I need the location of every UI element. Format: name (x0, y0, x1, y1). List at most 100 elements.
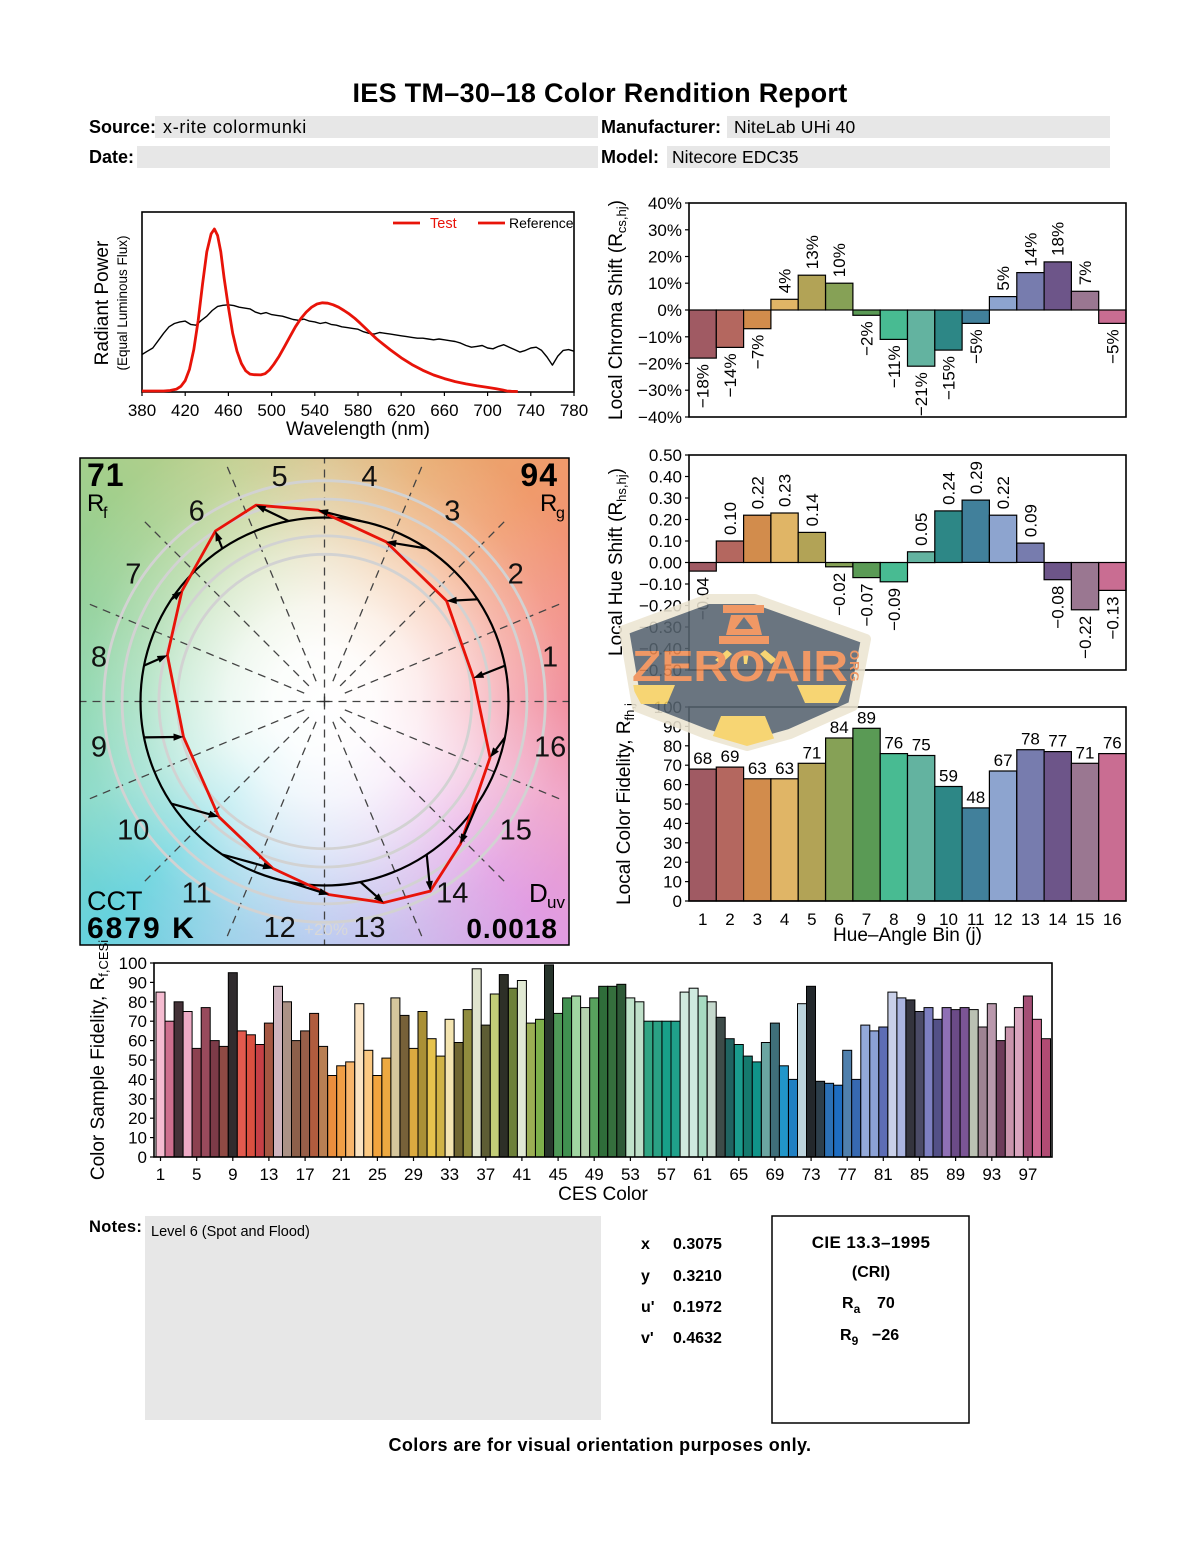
svg-text:84: 84 (830, 718, 849, 737)
svg-text:30: 30 (128, 1090, 147, 1109)
svg-text:0.50: 0.50 (649, 446, 682, 465)
svg-text:Local Chroma Shift (Rcs,hj): Local Chroma Shift (Rcs,hj) (606, 200, 629, 420)
svg-text:IES TM–30–18 Color Rendition R: IES TM–30–18 Color Rendition Report (352, 78, 847, 108)
svg-text:89: 89 (857, 708, 876, 727)
svg-text:660: 660 (430, 401, 458, 420)
svg-text:−30%: −30% (638, 381, 682, 400)
svg-text:7%: 7% (1076, 261, 1095, 286)
svg-text:76: 76 (884, 734, 903, 753)
svg-text:0.3210: 0.3210 (673, 1268, 722, 1285)
svg-text:0.4632: 0.4632 (673, 1330, 722, 1347)
svg-text:0.09: 0.09 (1021, 504, 1040, 537)
svg-text:v': v' (641, 1330, 654, 1347)
svg-text:x-rite colormunki: x-rite colormunki (163, 117, 307, 137)
svg-text:53: 53 (621, 1165, 640, 1184)
svg-text:71: 71 (87, 457, 125, 493)
svg-text:90: 90 (128, 973, 147, 992)
svg-text:0.3075: 0.3075 (673, 1236, 722, 1253)
svg-text:uv: uv (547, 893, 565, 912)
svg-text:0.10: 0.10 (721, 502, 740, 535)
svg-text:59: 59 (939, 767, 958, 786)
svg-text:63: 63 (748, 759, 767, 778)
svg-text:4%: 4% (776, 269, 795, 294)
svg-text:17: 17 (296, 1165, 315, 1184)
svg-text:45: 45 (549, 1165, 568, 1184)
svg-text:−26: −26 (872, 1327, 899, 1344)
svg-text:50: 50 (663, 795, 682, 814)
svg-text:740: 740 (517, 401, 545, 420)
svg-text:0%: 0% (657, 301, 682, 320)
svg-text:−5%: −5% (967, 329, 986, 364)
svg-text:71: 71 (802, 743, 821, 762)
svg-text:7: 7 (862, 910, 871, 929)
svg-text:67: 67 (994, 751, 1013, 770)
svg-text:97: 97 (1018, 1165, 1037, 1184)
svg-text:71: 71 (1076, 743, 1095, 762)
svg-text:77: 77 (1048, 732, 1067, 751)
svg-text:61: 61 (693, 1165, 712, 1184)
svg-text:0.10: 0.10 (649, 532, 682, 551)
svg-text:8: 8 (889, 910, 898, 929)
svg-text:−0.02: −0.02 (830, 573, 849, 616)
svg-text:10%: 10% (648, 274, 682, 293)
svg-text:(CRI): (CRI) (852, 1264, 890, 1281)
svg-text:−5%: −5% (1103, 329, 1122, 364)
svg-text:380: 380 (128, 401, 156, 420)
svg-text:0.22: 0.22 (748, 476, 767, 509)
svg-text:D: D (529, 878, 548, 908)
svg-text:−2%: −2% (858, 321, 877, 356)
svg-text:49: 49 (585, 1165, 604, 1184)
svg-text:−14%: −14% (721, 353, 740, 397)
svg-text:Radiant Power: Radiant Power (92, 240, 113, 365)
svg-text:g: g (556, 505, 565, 522)
svg-text:700: 700 (473, 401, 501, 420)
svg-text:ORG: ORG (847, 650, 862, 683)
svg-text:13%: 13% (803, 235, 822, 269)
svg-text:580: 580 (344, 401, 372, 420)
svg-text:30%: 30% (648, 221, 682, 240)
svg-text:Level 6 (Spot and Flood): Level 6 (Spot and Flood) (151, 1224, 310, 1240)
svg-text:57: 57 (657, 1165, 676, 1184)
svg-text:Date:: Date: (89, 147, 134, 167)
svg-text:20%: 20% (648, 248, 682, 267)
svg-text:+20%: +20% (304, 920, 348, 939)
svg-text:13: 13 (1021, 910, 1040, 929)
svg-text:f: f (103, 505, 108, 522)
svg-text:100: 100 (119, 954, 147, 973)
svg-text:540: 540 (301, 401, 329, 420)
svg-text:Model:: Model: (601, 147, 659, 167)
svg-text:−21%: −21% (912, 372, 931, 416)
svg-text:9: 9 (91, 731, 107, 763)
svg-text:0.30: 0.30 (649, 489, 682, 508)
svg-text:80: 80 (663, 737, 682, 756)
svg-text:7: 7 (125, 559, 141, 591)
svg-text:2: 2 (725, 910, 734, 929)
svg-text:Local Hue Shift (Rhs,hj): Local Hue Shift (Rhs,hj) (606, 468, 629, 656)
svg-text:0.00: 0.00 (649, 554, 682, 573)
svg-text:u': u' (641, 1299, 655, 1316)
svg-text:11: 11 (967, 910, 985, 929)
svg-text:Hue–Angle Bin (j): Hue–Angle Bin (j) (833, 925, 982, 946)
svg-text:6: 6 (189, 495, 205, 527)
svg-text:78: 78 (1021, 730, 1040, 749)
svg-text:0.14: 0.14 (803, 493, 822, 526)
svg-text:33: 33 (440, 1165, 459, 1184)
svg-text:−11%: −11% (885, 345, 904, 388)
svg-text:ZEROAIR: ZEROAIR (632, 642, 848, 691)
svg-text:0.22: 0.22 (994, 476, 1013, 509)
svg-text:20: 20 (128, 1109, 147, 1128)
svg-text:−20%: −20% (638, 355, 682, 374)
svg-text:0.0018: 0.0018 (466, 913, 558, 944)
svg-text:780: 780 (560, 401, 588, 420)
svg-text:6: 6 (834, 910, 843, 929)
svg-text:10: 10 (128, 1129, 147, 1148)
svg-text:37: 37 (476, 1165, 495, 1184)
svg-text:CIE 13.3–1995: CIE 13.3–1995 (812, 1233, 931, 1252)
svg-text:x: x (641, 1236, 650, 1253)
svg-text:81: 81 (874, 1165, 893, 1184)
svg-text:−7%: −7% (748, 335, 767, 370)
svg-text:9: 9 (228, 1165, 237, 1184)
svg-text:21: 21 (332, 1165, 351, 1184)
svg-text:Color Sample Fidelity, Rf,CESi: Color Sample Fidelity, Rf,CESi (88, 940, 111, 1180)
svg-text:10: 10 (663, 873, 682, 892)
